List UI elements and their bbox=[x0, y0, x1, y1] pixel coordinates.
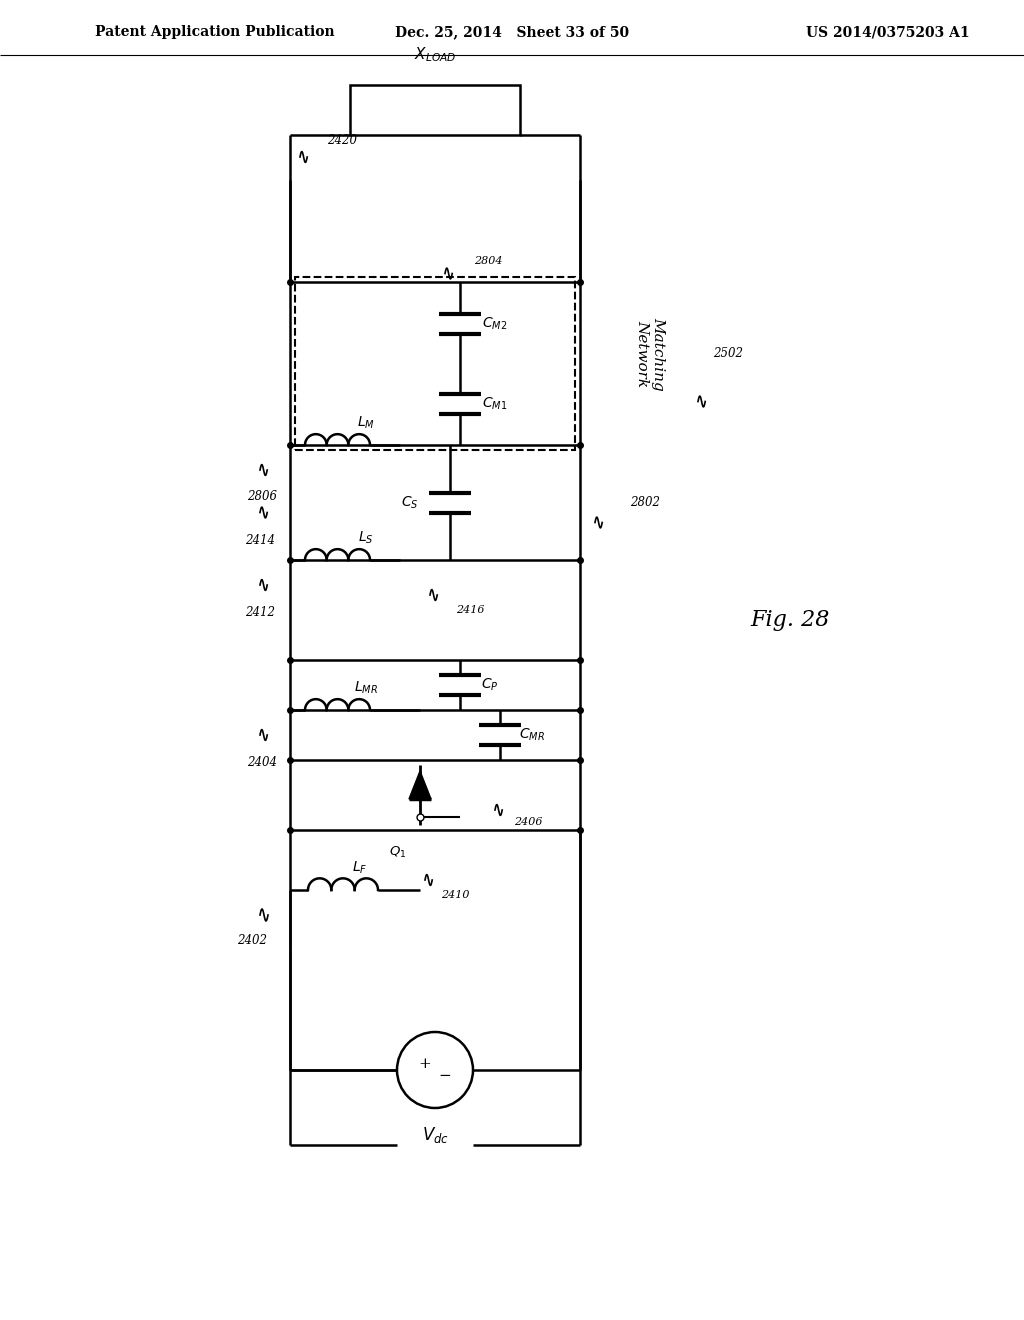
Text: $C_{M1}$: $C_{M1}$ bbox=[482, 395, 508, 412]
Text: $L_{MR}$: $L_{MR}$ bbox=[354, 680, 378, 696]
Text: 2410: 2410 bbox=[440, 890, 469, 900]
Text: $L_F$: $L_F$ bbox=[352, 859, 368, 876]
Text: Patent Application Publication: Patent Application Publication bbox=[95, 25, 335, 40]
Text: Dec. 25, 2014   Sheet 33 of 50: Dec. 25, 2014 Sheet 33 of 50 bbox=[395, 25, 629, 40]
Text: $X_{LOAD}$: $X_{LOAD}$ bbox=[414, 46, 457, 65]
Bar bbox=[295, 277, 575, 450]
Text: $C_P$: $C_P$ bbox=[481, 677, 499, 693]
Text: 2804: 2804 bbox=[474, 256, 502, 267]
Text: 2414: 2414 bbox=[245, 535, 275, 546]
Text: $L_S$: $L_S$ bbox=[358, 529, 374, 546]
Text: 2502: 2502 bbox=[713, 347, 743, 360]
Text: $L_M$: $L_M$ bbox=[357, 414, 375, 432]
Text: 2806: 2806 bbox=[247, 491, 278, 503]
Text: −: − bbox=[438, 1069, 452, 1082]
Text: Matching
Network: Matching Network bbox=[635, 317, 666, 391]
Text: Fig. 28: Fig. 28 bbox=[751, 609, 829, 631]
Text: 2420: 2420 bbox=[327, 133, 357, 147]
Text: 2416: 2416 bbox=[456, 605, 484, 615]
Polygon shape bbox=[409, 771, 431, 799]
Text: 2802: 2802 bbox=[630, 496, 660, 510]
Text: +: + bbox=[419, 1057, 431, 1071]
Text: 2402: 2402 bbox=[237, 933, 267, 946]
Text: 2404: 2404 bbox=[247, 755, 278, 768]
Text: $C_S$: $C_S$ bbox=[401, 494, 419, 511]
Text: $Q_1$: $Q_1$ bbox=[389, 845, 407, 859]
Text: $C_{MR}$: $C_{MR}$ bbox=[519, 727, 545, 743]
Text: $V_{dc}$: $V_{dc}$ bbox=[422, 1125, 449, 1144]
Text: 2412: 2412 bbox=[245, 606, 275, 619]
Bar bbox=[350, 84, 520, 135]
Text: 2406: 2406 bbox=[514, 817, 543, 828]
Text: $C_{M2}$: $C_{M2}$ bbox=[482, 315, 508, 331]
Text: US 2014/0375203 A1: US 2014/0375203 A1 bbox=[806, 25, 970, 40]
